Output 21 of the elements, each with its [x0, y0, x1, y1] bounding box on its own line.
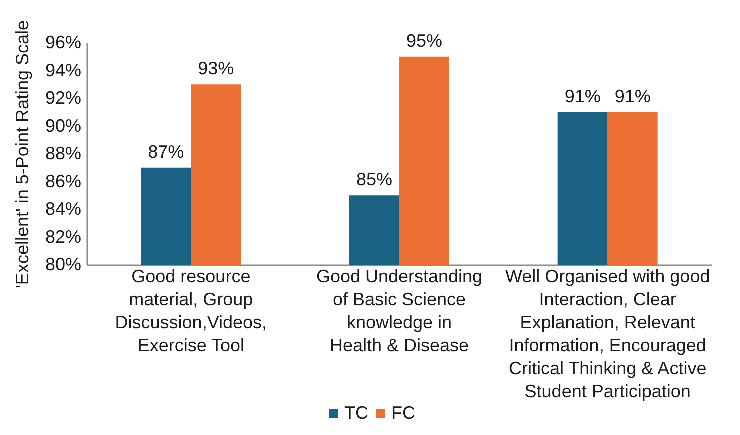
data-label: 87% [148, 142, 184, 162]
data-label: 91% [564, 86, 601, 106]
x-tick-label: Good resource material, Group Discussion,Videos, Exercise Tool [115, 266, 268, 356]
y-tick-label: 94% [45, 60, 82, 80]
legend-label: FC [392, 403, 416, 423]
y-axis-title: 'Excellent' in 5-Point Rating Scale [12, 20, 32, 289]
legend-label: TC [344, 403, 368, 423]
data-label: 95% [406, 30, 443, 51]
data-label: 93% [198, 58, 234, 79]
y-tick-label: 90% [45, 116, 82, 136]
y-tick-label: 80% [45, 254, 82, 274]
y-tick-label: 92% [45, 88, 82, 108]
y-tick-label: 84% [45, 199, 82, 219]
data-label: 91% [614, 86, 651, 106]
y-tick-label: 96% [45, 32, 82, 52]
data-label: 85% [356, 170, 393, 190]
y-tick-label: 82% [45, 226, 82, 247]
y-tick-label: 88% [45, 144, 82, 164]
x-tick-label: Good Understanding of Basic Science knowledge in Health & Disease [316, 266, 483, 356]
x-tick-label: Well Organised with good Interaction, Clear Explanation, Relevant Information, Encouraged Critical Thinking & Active Student Participation [505, 266, 710, 402]
y-tick-label: 86% [45, 171, 82, 192]
